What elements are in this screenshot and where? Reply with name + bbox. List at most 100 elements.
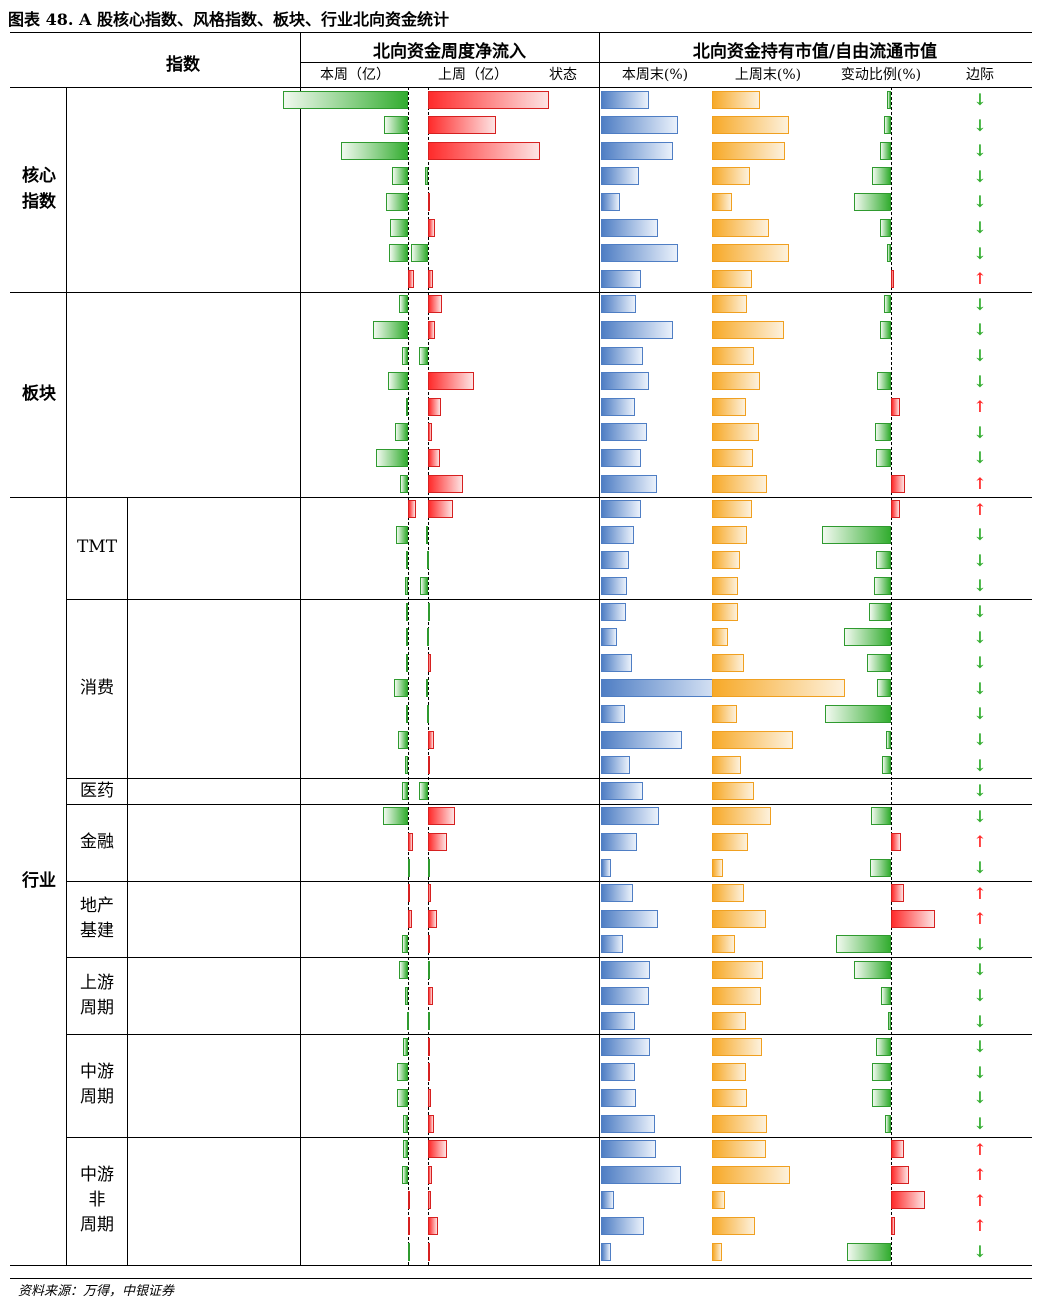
this-end-value <box>601 189 708 214</box>
flow-bar-this-week <box>403 1114 408 1133</box>
this-end-value <box>601 1060 708 1085</box>
row-name <box>130 548 298 573</box>
change-value <box>880 497 932 522</box>
column-divider <box>300 32 301 1265</box>
arrow-down-icon: ↓ <box>973 653 987 673</box>
hold-bar-last-week <box>712 1114 768 1133</box>
flow-bar-this-week <box>406 704 409 723</box>
last-end-value <box>712 676 820 701</box>
change-bar <box>872 1088 891 1107</box>
this-week-value <box>300 932 408 957</box>
this-end-value <box>601 1009 708 1034</box>
this-end-value <box>601 650 708 675</box>
row-divider <box>10 32 1032 33</box>
change-bar <box>891 1191 925 1210</box>
this-end-value <box>601 241 708 266</box>
this-week-value <box>300 522 408 547</box>
change-bar <box>879 141 891 160</box>
hold-bar-this-week <box>601 269 642 288</box>
row-name <box>130 394 298 419</box>
change-value <box>880 215 932 240</box>
this-end-value <box>601 1111 708 1136</box>
arrow-down-icon: ↓ <box>973 550 987 570</box>
change-bar <box>887 244 891 263</box>
arrow-up-icon: ↑ <box>973 832 987 852</box>
last-week-value <box>430 829 523 854</box>
flow-bar-last-week <box>428 397 441 416</box>
arrow-down-icon: ↓ <box>973 448 987 468</box>
flow-bar-this-week <box>396 1063 408 1082</box>
this-end-value <box>601 113 708 138</box>
this-week-value <box>300 1009 408 1034</box>
last-week-value <box>430 676 523 701</box>
hold-bar-this-week <box>601 525 634 544</box>
hold-bar-this-week <box>601 1012 636 1031</box>
status-value <box>530 778 596 803</box>
arrow-down-icon: ↓ <box>973 1037 987 1057</box>
last-week-value <box>430 881 523 906</box>
arrow-up-icon: ↑ <box>973 269 987 289</box>
this-end-value <box>601 957 708 982</box>
status-value <box>530 1213 596 1238</box>
arrow-down-icon: ↓ <box>973 781 987 801</box>
last-end-value <box>712 1188 820 1213</box>
hold-bar-last-week <box>712 116 790 135</box>
row-name <box>130 1085 298 1110</box>
this-week-value <box>300 855 408 880</box>
this-end-value <box>601 829 708 854</box>
change-value <box>880 1213 932 1238</box>
last-end-value <box>712 957 820 982</box>
hold-bar-this-week <box>601 884 634 903</box>
last-week-value <box>430 727 523 752</box>
last-end-value <box>712 829 820 854</box>
this-end-value <box>601 394 708 419</box>
flow-bar-last-week <box>418 781 428 800</box>
change-bar <box>887 90 891 109</box>
this-week-value <box>300 1034 408 1059</box>
this-end-value <box>601 1162 708 1187</box>
status-value <box>530 625 596 650</box>
flow-bar-this-week <box>376 448 408 467</box>
hold-bar-last-week <box>712 346 754 365</box>
this-end-value <box>601 445 708 470</box>
hold-bar-last-week <box>712 1088 747 1107</box>
header-last-week: 上周（亿） <box>438 67 508 83</box>
hold-bar-last-week <box>712 90 760 109</box>
this-week-value <box>300 420 408 445</box>
subgroup-label: 中游 非 周期 <box>80 1165 114 1236</box>
group-label: 核心 指数 <box>22 166 56 213</box>
change-value <box>880 87 932 112</box>
arrow-up-icon: ↑ <box>973 909 987 929</box>
hold-bar-last-week <box>712 167 750 186</box>
hold-bar-this-week <box>601 90 649 109</box>
row-name <box>130 138 298 163</box>
last-week-value <box>430 1085 523 1110</box>
this-end-value <box>601 881 708 906</box>
hold-bar-last-week <box>712 525 747 544</box>
flow-bar-this-week <box>373 320 408 339</box>
flow-bar-this-week <box>406 1012 409 1031</box>
last-end-value <box>712 1060 820 1085</box>
last-end-value <box>712 1162 820 1187</box>
change-bar <box>879 320 891 339</box>
last-end-value <box>712 369 820 394</box>
flow-bar-this-week <box>404 576 408 595</box>
group-label: 行业 <box>22 870 56 891</box>
status-value <box>530 753 596 778</box>
row-name <box>130 1213 298 1238</box>
flow-bar-last-week <box>420 576 428 595</box>
change-bar <box>874 423 891 442</box>
change-value <box>880 1111 932 1136</box>
change-bar <box>891 909 935 928</box>
arrow-up-icon: ↑ <box>973 1139 987 1159</box>
status-value <box>530 445 596 470</box>
hold-bar-last-week <box>712 269 753 288</box>
change-bar <box>869 858 891 877</box>
hold-bar-last-week <box>712 602 739 621</box>
row-name <box>130 164 298 189</box>
last-end-value <box>712 522 820 547</box>
hold-bar-last-week <box>712 909 767 928</box>
status-value <box>530 164 596 189</box>
status-value <box>530 599 596 624</box>
hold-bar-this-week <box>601 1165 681 1184</box>
